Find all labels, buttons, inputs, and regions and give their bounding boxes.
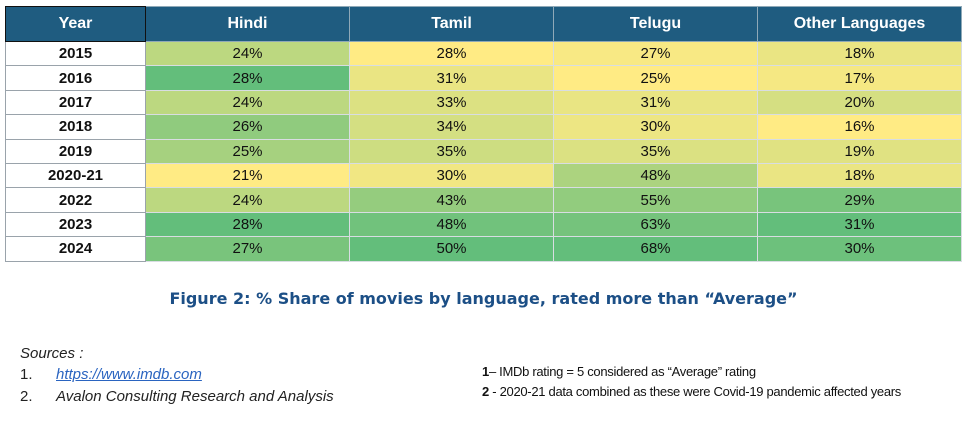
footnote: 1– IMDb rating = 5 considered as “Averag… (482, 362, 932, 382)
value-cell: 43% (349, 187, 554, 213)
column-header: Year (5, 6, 146, 42)
value-cell: 63% (553, 211, 758, 238)
column-header: Other Languages (757, 6, 962, 42)
value-cell: 29% (757, 187, 962, 213)
value-cell: 33% (349, 89, 554, 116)
value-cell: 25% (553, 65, 758, 91)
source-number: 2. (20, 388, 33, 405)
table-row: 2016 28% 31% 25% 17% (5, 65, 962, 91)
value-cell: 30% (349, 162, 554, 189)
value-cell: 19% (757, 138, 962, 164)
value-cell: 17% (757, 65, 962, 91)
source-item: 1. https://www.imdb.com (20, 366, 334, 383)
value-cell: 20% (757, 89, 962, 116)
value-cell: 68% (553, 236, 758, 262)
year-cell: 2018 (5, 114, 146, 140)
source-number: 1. (20, 366, 33, 383)
figure-caption: Figure 2: % Share of movies by language,… (169, 289, 798, 308)
value-cell: 28% (145, 211, 350, 238)
value-cell: 31% (757, 211, 962, 238)
value-cell: 16% (757, 114, 962, 140)
table-row: 2024 27% 50% 68% 30% (5, 236, 962, 262)
footnote-number: 1 (482, 364, 489, 379)
heatmap-table: Year Hindi Tamil Telugu Other Languages 2015… (5, 6, 962, 262)
year-cell: 2024 (5, 236, 146, 262)
table-row: 2019 25% 35% 35% 19% (5, 138, 962, 164)
value-cell: 28% (145, 65, 350, 91)
value-cell: 26% (145, 114, 350, 140)
value-cell: 35% (349, 138, 554, 164)
footnote: 2 - 2020-21 data combined as these were … (482, 382, 932, 402)
column-header: Telugu (553, 6, 758, 42)
table-row: 2023 28% 48% 63% 31% (5, 211, 962, 238)
value-cell: 24% (145, 187, 350, 213)
value-cell: 31% (553, 89, 758, 116)
table-row: 2018 26% 34% 30% 16% (5, 114, 962, 140)
year-cell: 2019 (5, 138, 146, 164)
value-cell: 25% (145, 138, 350, 164)
sources-block: Sources : 1. https://www.imdb.com 2. Ava… (20, 345, 334, 410)
value-cell: 50% (349, 236, 554, 262)
value-cell: 30% (553, 114, 758, 140)
value-cell: 48% (349, 211, 554, 238)
year-cell: 2016 (5, 65, 146, 91)
year-cell: 2023 (5, 211, 146, 238)
table-row: 2015 24% 28% 27% 18% (5, 40, 962, 67)
value-cell: 27% (553, 40, 758, 67)
value-cell: 24% (145, 40, 350, 67)
year-cell: 2022 (5, 187, 146, 213)
value-cell: 31% (349, 65, 554, 91)
source-text: Avalon Consulting Research and Analysis (56, 388, 334, 405)
value-cell: 55% (553, 187, 758, 213)
year-cell: 2015 (5, 40, 146, 67)
footnote-text: - 2020-21 data combined as these were Co… (488, 384, 901, 399)
footnote-text: – IMDb rating = 5 considered as “Average… (488, 364, 756, 379)
footnotes: 1– IMDb rating = 5 considered as “Averag… (482, 362, 932, 402)
year-cell: 2017 (5, 89, 146, 116)
value-cell: 34% (349, 114, 554, 140)
value-cell: 18% (757, 40, 962, 67)
value-cell: 21% (145, 162, 350, 189)
value-cell: 28% (349, 40, 554, 67)
footnote-number: 2 (482, 384, 489, 399)
source-item: 2. Avalon Consulting Research and Analys… (20, 388, 334, 405)
value-cell: 18% (757, 162, 962, 189)
year-cell: 2020-21 (5, 162, 146, 189)
value-cell: 24% (145, 89, 350, 116)
column-header: Tamil (349, 6, 554, 42)
value-cell: 27% (145, 236, 350, 262)
table-header-row: Year Hindi Tamil Telugu Other Languages (5, 6, 962, 42)
value-cell: 30% (757, 236, 962, 262)
table-row: 2022 24% 43% 55% 29% (5, 187, 962, 213)
sources-title: Sources : (20, 345, 84, 362)
imdb-link[interactable]: https://www.imdb.com (56, 366, 202, 383)
value-cell: 35% (553, 138, 758, 164)
value-cell: 48% (553, 162, 758, 189)
column-header: Hindi (145, 6, 350, 42)
table-row: 2017 24% 33% 31% 20% (5, 89, 962, 116)
table-body: 2015 24% 28% 27% 18% 2016 28% 31% 25% 17% 2017 24% 3… (5, 40, 962, 262)
table-row: 2020-21 21% 30% 48% 18% (5, 162, 962, 189)
